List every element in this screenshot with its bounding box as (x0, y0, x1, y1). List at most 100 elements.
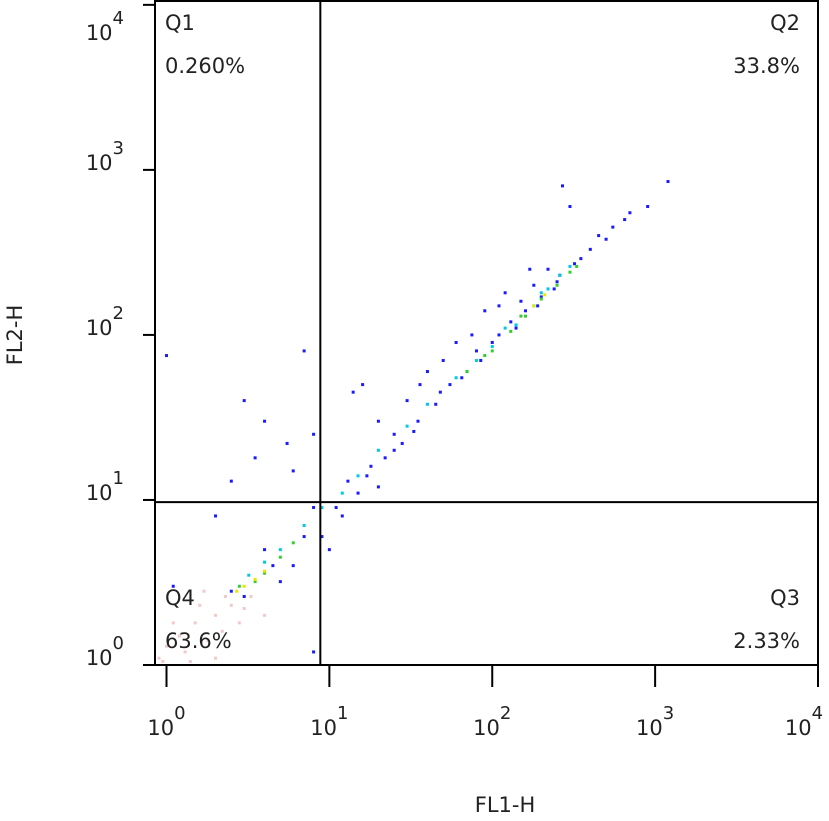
event-dot (546, 267, 550, 271)
event-dot (666, 180, 670, 184)
event-dot (157, 656, 161, 660)
plot-frame (154, 0, 819, 666)
event-dot (552, 287, 556, 291)
event-dot (588, 247, 592, 251)
event-dot (514, 323, 518, 327)
event-dot (202, 589, 206, 593)
event-dot (291, 564, 295, 568)
event-dot (278, 548, 282, 552)
event-dot (361, 383, 365, 387)
event-dot (346, 479, 350, 483)
x-tick-label: 102 (473, 703, 511, 740)
event-dot (229, 479, 233, 483)
event-dot (278, 555, 282, 559)
event-dot (434, 402, 438, 406)
event-dot (532, 304, 536, 308)
y-tick-exponent: 2 (113, 303, 124, 324)
event-dot (253, 577, 257, 581)
x-tick-base: 10 (636, 716, 663, 740)
event-dot (490, 340, 494, 344)
event-dot (320, 535, 324, 539)
event-dot (383, 456, 387, 460)
event-dot (454, 340, 458, 344)
event-dot (465, 370, 469, 374)
event-dot (418, 383, 422, 387)
event-dot (546, 287, 550, 291)
event-dot (438, 390, 442, 394)
event-dot (539, 291, 543, 295)
event-dot (503, 326, 507, 330)
event-dot (285, 441, 289, 445)
event-dot (193, 621, 197, 625)
event-dot (302, 535, 306, 539)
event-dot (490, 345, 494, 349)
y-tick-label: 103 (86, 138, 124, 175)
event-dot (509, 329, 513, 333)
event-dot (312, 432, 316, 436)
event-dot (171, 584, 175, 588)
event-dot (334, 506, 338, 510)
quadrant-percent: 0.260% (165, 54, 245, 78)
event-dot (611, 225, 615, 229)
event-dot (340, 491, 344, 495)
event-dot (555, 280, 559, 284)
x-tick-exponent: 0 (174, 703, 185, 724)
event-dot (539, 297, 543, 301)
event-dot (474, 349, 478, 353)
event-dot (425, 370, 429, 374)
event-dot (628, 211, 632, 215)
event-dot (302, 524, 306, 528)
event-dot (356, 491, 360, 495)
y-tick-label: 104 (86, 8, 124, 45)
event-dot (302, 349, 306, 353)
event-dot (470, 333, 474, 337)
event-dot (214, 613, 218, 617)
x-tick-base: 10 (310, 716, 337, 740)
x-tick-base: 10 (473, 716, 500, 740)
x-tick-label: 100 (147, 703, 185, 740)
event-dot (263, 569, 267, 573)
event-dot (312, 650, 316, 654)
event-dot (369, 464, 373, 468)
event-dot (483, 354, 487, 358)
event-dot (543, 293, 547, 297)
quadrant-name: Q2 (770, 11, 800, 35)
event-dot (523, 309, 527, 313)
event-dot (646, 205, 650, 209)
event-dot (405, 424, 409, 428)
event-dot (474, 358, 478, 362)
event-dot (320, 506, 324, 510)
x-tick-exponent: 3 (663, 703, 674, 724)
event-dot (568, 270, 572, 274)
event-dot (278, 580, 282, 584)
event-dot (575, 264, 579, 268)
event-dot (235, 589, 239, 593)
event-dot (161, 660, 165, 664)
event-dot (376, 448, 380, 452)
quadrant-percent: 63.6% (165, 629, 232, 653)
event-dot (183, 650, 187, 654)
event-dot (214, 514, 218, 518)
event-dot (376, 419, 380, 423)
event-dot (514, 326, 518, 330)
event-dot (242, 595, 246, 599)
x-tick-exponent: 1 (337, 703, 348, 724)
y-tick-base: 10 (86, 481, 113, 505)
event-dot (271, 564, 275, 568)
event-dot (229, 589, 233, 593)
y-tick-base: 10 (86, 21, 113, 45)
event-dot (188, 660, 192, 664)
event-dot (528, 267, 532, 271)
event-dot (263, 571, 267, 575)
event-dot (497, 333, 501, 337)
event-dot (400, 441, 404, 445)
event-dot (412, 429, 416, 433)
event-dot (536, 304, 540, 308)
event-dot (263, 560, 267, 564)
event-dot (483, 309, 487, 313)
event-dot (509, 320, 513, 324)
event-dot (405, 399, 409, 403)
event-dot (340, 514, 344, 518)
event-dot (597, 234, 601, 238)
